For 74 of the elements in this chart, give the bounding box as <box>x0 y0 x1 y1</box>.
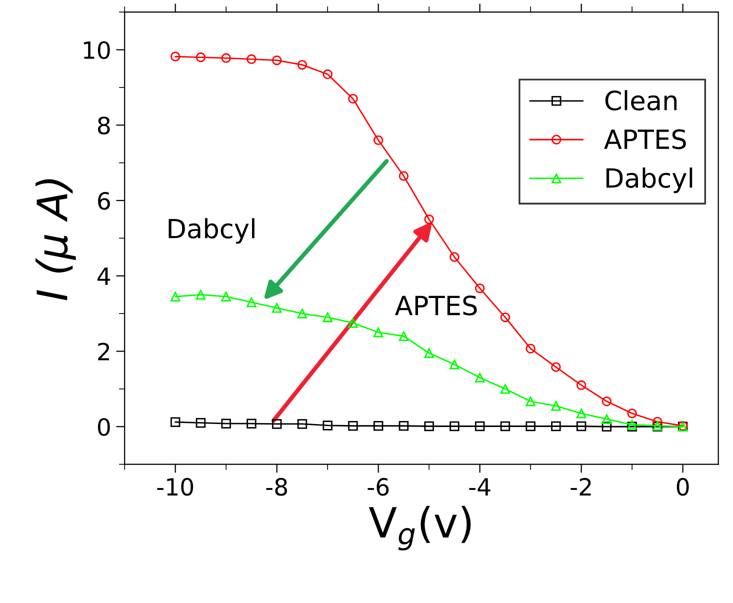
point <box>246 418 256 428</box>
point <box>398 331 409 342</box>
point <box>450 252 460 262</box>
x-tick-label: 0 <box>676 478 689 496</box>
y-tick-label: 6 <box>98 192 110 210</box>
point <box>373 135 384 146</box>
point <box>602 414 612 424</box>
x-tick-label: -4 <box>469 478 490 496</box>
point <box>474 421 485 432</box>
point <box>373 421 384 431</box>
point <box>551 421 561 432</box>
x-tick-label: -6 <box>368 478 389 496</box>
point <box>474 283 485 294</box>
point <box>196 290 206 300</box>
point <box>348 94 358 104</box>
point <box>398 171 409 181</box>
point <box>500 421 510 432</box>
point <box>551 362 561 372</box>
point <box>272 55 282 66</box>
point <box>297 60 308 70</box>
annotation: Dabcyl <box>168 218 254 244</box>
point <box>221 418 231 428</box>
point <box>348 421 358 431</box>
point <box>526 344 536 354</box>
point <box>424 421 434 432</box>
point <box>500 384 510 394</box>
legend-label: Dabcyl <box>606 168 692 194</box>
point <box>627 408 637 418</box>
point <box>474 372 485 382</box>
point <box>424 214 434 224</box>
point <box>551 401 561 411</box>
point <box>576 380 586 390</box>
point <box>602 396 612 406</box>
x-tick-label: -10 <box>157 478 194 496</box>
point <box>170 52 180 62</box>
legend-label: APTES <box>604 129 686 150</box>
point <box>297 419 308 429</box>
point <box>602 422 612 432</box>
point <box>576 408 586 418</box>
x-tick-label: -2 <box>570 478 591 496</box>
legend-label: Clean <box>605 90 677 111</box>
point <box>450 421 460 432</box>
point <box>526 396 536 406</box>
point <box>322 312 332 322</box>
point <box>450 360 460 370</box>
point <box>221 292 231 302</box>
point <box>170 417 180 427</box>
point <box>322 69 332 80</box>
point <box>373 328 384 338</box>
point <box>246 297 256 308</box>
point <box>246 54 256 64</box>
y-tick-label: 4 <box>98 268 110 285</box>
x-axis-title: V$_{g}$(v) <box>368 506 471 550</box>
y-tick-label: 10 <box>84 41 110 60</box>
point <box>170 292 180 302</box>
point <box>500 312 510 322</box>
y-axis-title: I (μ A) <box>36 179 76 300</box>
point <box>196 52 206 62</box>
point <box>221 53 231 63</box>
y-tick-label: 8 <box>98 116 110 134</box>
point <box>322 420 332 430</box>
point <box>424 348 434 358</box>
point <box>398 421 409 431</box>
point <box>297 308 308 318</box>
point <box>272 303 282 313</box>
y-tick-label: 2 <box>98 342 110 360</box>
annotation: APTES <box>394 295 477 316</box>
point <box>348 318 358 328</box>
point <box>576 421 586 432</box>
point <box>272 419 282 429</box>
x-tick-label: -8 <box>266 478 288 496</box>
point <box>196 418 206 428</box>
point <box>526 421 536 432</box>
y-tick-label: 0 <box>98 418 110 436</box>
